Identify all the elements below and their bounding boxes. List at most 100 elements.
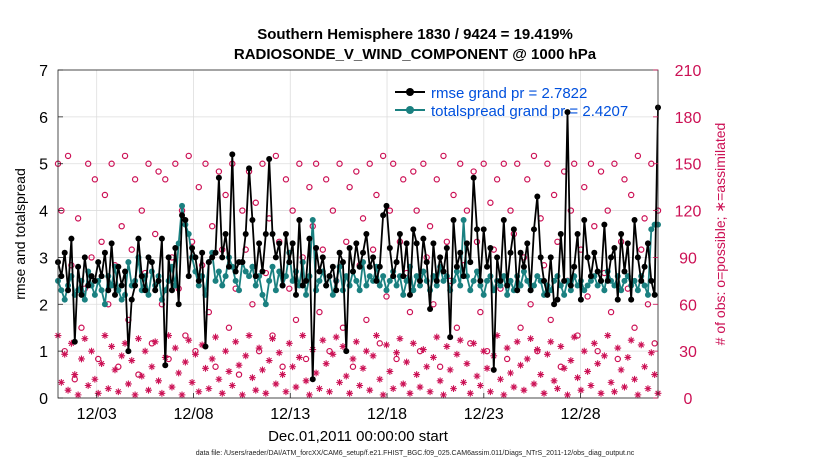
obs-assimilated-point bbox=[242, 352, 250, 360]
rmse-point bbox=[205, 259, 212, 266]
totalspread-point bbox=[574, 282, 581, 289]
obs-possible-point bbox=[440, 152, 447, 160]
totalspread-point bbox=[259, 291, 266, 298]
y-tick-label-right: 150 bbox=[675, 157, 702, 174]
rmse-point bbox=[571, 263, 578, 270]
obs-assimilated-point bbox=[228, 382, 236, 389]
obs-assimilated-point bbox=[644, 385, 652, 393]
totalspread-point bbox=[115, 287, 122, 294]
obs-assimilated-point bbox=[433, 333, 441, 341]
obs-assimilated-point bbox=[148, 363, 156, 371]
rmse-point bbox=[122, 268, 129, 275]
obs-possible-point bbox=[450, 191, 457, 199]
rmse-point bbox=[138, 273, 145, 280]
rmse-point bbox=[289, 240, 296, 247]
totalspread-point bbox=[236, 287, 243, 294]
obs-assimilated-point bbox=[480, 347, 488, 355]
obs-assimilated-point bbox=[349, 355, 357, 363]
obs-possible-point bbox=[383, 293, 390, 300]
obs-assimilated-point bbox=[299, 332, 307, 339]
rmse-point bbox=[450, 216, 457, 223]
totalspread-point bbox=[584, 282, 591, 289]
obs-possible-point bbox=[225, 324, 233, 331]
obs-assimilated-point bbox=[74, 391, 82, 399]
obs-possible-point bbox=[78, 324, 85, 331]
x-tick-label: 12/13 bbox=[270, 406, 310, 423]
obs-possible-point bbox=[634, 152, 642, 160]
totalspread-point bbox=[81, 296, 88, 303]
obs-possible-point bbox=[208, 222, 216, 230]
obs-possible-point bbox=[651, 340, 658, 347]
obs-assimilated-point bbox=[497, 375, 504, 383]
rmse-point bbox=[242, 231, 249, 237]
obs-possible-point bbox=[155, 168, 162, 175]
obs-assimilated-point bbox=[446, 366, 454, 374]
obs-possible-point bbox=[594, 347, 601, 355]
totalspread-point bbox=[504, 291, 511, 298]
rmse-point bbox=[396, 231, 403, 237]
obs-possible-point bbox=[597, 168, 605, 175]
rmse-point bbox=[437, 254, 444, 261]
totalspread-point bbox=[242, 268, 249, 275]
obs-possible-point bbox=[611, 160, 618, 167]
totalspread-point bbox=[282, 273, 289, 280]
obs-possible-point bbox=[172, 160, 179, 167]
obs-possible-point bbox=[185, 152, 192, 160]
totalspread-point bbox=[524, 277, 531, 284]
rmse-point bbox=[618, 231, 625, 237]
rmse-point bbox=[225, 263, 232, 270]
obs-assimilated-point bbox=[362, 347, 370, 355]
rmse-point bbox=[631, 216, 638, 223]
obs-assimilated-point bbox=[145, 386, 152, 394]
obs-possible-point bbox=[336, 160, 343, 167]
obs-assimilated-point bbox=[205, 385, 213, 393]
rmse-point bbox=[577, 296, 584, 303]
obs-possible-point bbox=[95, 355, 102, 363]
obs-possible-point bbox=[453, 324, 461, 331]
obs-assimilated-point bbox=[423, 363, 431, 371]
rmse-point bbox=[108, 240, 115, 247]
obs-possible-point bbox=[212, 363, 219, 370]
rmse-point bbox=[343, 348, 350, 355]
rmse-point bbox=[497, 277, 504, 284]
y-tick-label-right: 0 bbox=[684, 391, 693, 408]
totalspread-point bbox=[101, 301, 108, 308]
obs-assimilated-point bbox=[574, 374, 581, 382]
rmse-point bbox=[158, 235, 165, 242]
rmse-point bbox=[427, 305, 434, 312]
obs-possible-point bbox=[376, 340, 383, 347]
totalspread-point bbox=[631, 277, 638, 284]
obs-assimilated-point bbox=[399, 380, 407, 388]
rmse-point bbox=[420, 235, 427, 242]
obs-assimilated-point bbox=[121, 339, 129, 347]
obs-possible-point bbox=[470, 168, 477, 175]
rmse-point bbox=[537, 254, 544, 261]
y-tick-label-right: 90 bbox=[679, 250, 697, 267]
obs-assimilated-point bbox=[366, 386, 374, 394]
rmse-point bbox=[608, 254, 615, 261]
rmse-point bbox=[259, 268, 266, 275]
obs-assimilated-point bbox=[550, 377, 558, 385]
rmse-point bbox=[463, 240, 470, 247]
rmse-point bbox=[621, 268, 628, 275]
totalspread-point bbox=[530, 282, 537, 289]
rmse-point bbox=[296, 216, 303, 223]
obs-assimilated-point bbox=[631, 375, 638, 383]
obs-possible-point bbox=[101, 191, 109, 199]
rmse-point bbox=[276, 240, 283, 247]
totalspread-point bbox=[232, 277, 239, 284]
rmse-point bbox=[172, 245, 179, 252]
obs-assimilated-point bbox=[587, 382, 595, 389]
obs-assimilated-point bbox=[108, 343, 116, 350]
obs-assimilated-point bbox=[88, 347, 95, 355]
rmse-point bbox=[58, 273, 65, 280]
rmse-point bbox=[252, 273, 259, 280]
rmse-point bbox=[212, 249, 219, 256]
obs-assimilated-point bbox=[440, 391, 447, 399]
rmse-point bbox=[527, 287, 534, 294]
obs-assimilated-point bbox=[57, 378, 65, 386]
totalspread-point bbox=[246, 273, 253, 280]
totalspread-point bbox=[195, 282, 202, 289]
obs-assimilated-point bbox=[389, 385, 397, 393]
obs-possible-point bbox=[641, 215, 648, 222]
